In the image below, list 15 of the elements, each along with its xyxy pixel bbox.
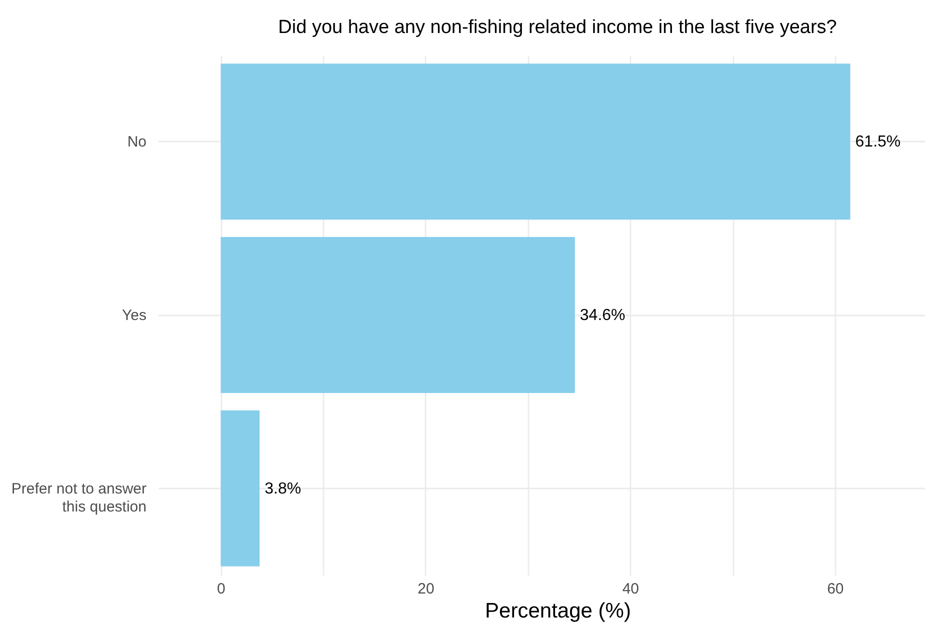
- x-tick-label: 20: [418, 580, 434, 598]
- chart-title: Did you have any non-fishing related income in the last five years?: [278, 17, 837, 38]
- y-tick-label: No: [127, 134, 146, 151]
- x-tick-label: 0: [217, 580, 226, 598]
- x-tick-label: 40: [622, 580, 640, 598]
- bar: [220, 410, 260, 566]
- bar: [220, 237, 575, 393]
- bar: [220, 64, 850, 220]
- data-label: 34.6%: [580, 307, 626, 324]
- data-label: 61.5%: [855, 134, 901, 151]
- y-tick-label: Prefer not to answer this question: [11, 480, 146, 516]
- x-axis-title: Percentage (%): [485, 600, 631, 622]
- y-tick-label: Yes: [122, 307, 146, 324]
- data-label: 3.8%: [264, 480, 302, 498]
- x-tick-label: 60: [827, 580, 844, 598]
